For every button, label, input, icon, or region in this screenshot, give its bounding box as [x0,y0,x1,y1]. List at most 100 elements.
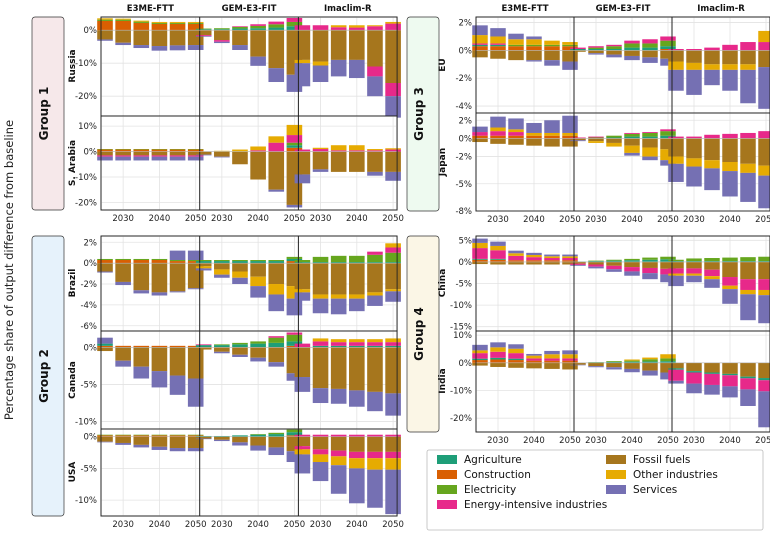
bar-segment-fossil-fuels [588,261,604,265]
bar-segment-services [97,441,113,443]
bar-segment-construction [544,260,560,262]
bar-segment-fossil-fuels [214,30,230,41]
bar-segment-agriculture [588,261,604,262]
bar-segment-fossil-fuels [758,50,770,68]
bar-segment-electricity [232,26,248,29]
bar-segment-construction [508,135,524,139]
y-tick-label: 0% [459,258,473,268]
bar-segment-agriculture [286,145,303,148]
bar-segment-other-industries [668,61,684,70]
bar-segment-energy-intensive [133,155,150,157]
bar-segment-energy-intensive [490,351,506,358]
bar-segment-services [544,254,560,257]
bar-segment-other-industries [151,21,168,23]
bar-segment-fossil-fuels [704,138,720,161]
bar-segment-services [294,174,311,184]
bar-segment-energy-intensive [624,267,640,272]
panel-frame-s-arabia [100,115,398,211]
bar-segment-services [686,275,702,283]
bar-segment-fossil-fuels [385,151,401,172]
bar-segment-fossil-fuels [250,263,266,277]
bar-segment-electricity [642,257,658,260]
bar-segment-fossil-fuels [115,347,131,361]
x-tick-label: 2050 [185,214,207,224]
bar-segment-electricity [214,28,230,30]
bar-segment-fossil-fuels [606,138,622,143]
bar-segment-energy-intensive [668,268,684,274]
bar-segment-energy-intensive [169,155,186,157]
bar-segment-fossil-fuels [195,347,212,350]
bar-segment-other-industries [367,149,383,151]
bar-segment-energy-intensive [250,150,266,152]
bar-segment-energy-intensive [286,135,303,143]
bar-segment-services [642,370,658,376]
y-tick-label: -8% [455,207,472,217]
bar-segment-agriculture [758,261,770,262]
bar-segment-electricity [286,21,303,27]
group-label: Group 3 [412,87,426,141]
y-tick-label: -10% [75,59,97,69]
x-tick-label: 2030 [683,215,705,225]
bar-segment-services [722,171,738,197]
bar-segment-energy-intensive [187,155,204,157]
bar-segment-services [704,279,720,288]
bar-segment-agriculture [570,49,586,51]
model-header: E3ME-FTT [127,4,174,14]
bar-segment-construction [97,260,113,264]
bar-segment-electricity [624,43,640,48]
bar-segment-services [624,152,640,156]
x-tick-label: 2030 [310,214,332,224]
y-tick-label: -20% [450,414,472,424]
x-tick-label: 2050 [755,436,770,446]
x-tick-label: 2030 [211,214,233,224]
bar-segment-energy-intensive [722,277,738,286]
bar-segment-services [642,273,658,280]
panel-frame-brazil [100,235,398,332]
bar-segment-fossil-fuels [660,50,676,59]
bar-segment-agriculture [330,262,347,264]
bar-segment-services [151,156,168,161]
bar-segment-electricity [606,259,622,261]
bar-segment-services [562,254,578,257]
bar-segment-services [740,172,756,202]
legend-swatch-fossil-fuels [606,455,626,464]
bar-segment-services [526,60,542,62]
x-tick-label: 2040 [719,436,741,446]
bar-segment-services [570,364,586,366]
bar-segment-electricity [286,142,303,146]
bar-segment-other-industries [312,454,329,463]
bar-segment-services [232,442,248,446]
bar-segment-agriculture [232,344,248,348]
bar-segment-construction [544,360,560,363]
bar-segment-other-industries [349,145,365,151]
x-tick-label: 2050 [382,214,404,224]
bar-segment-fossil-fuels [758,261,770,280]
bar-segment-energy-intensive [642,132,658,133]
bar-segment-energy-intensive [686,49,702,51]
bar-segment-services [312,462,329,482]
bar-segment-fossil-fuels [151,30,168,47]
bar-segment-construction [562,260,578,262]
region-label: Canada [68,361,78,399]
y-tick-label: -10% [450,386,472,396]
bar-segment-fossil-fuels [330,436,347,451]
bar-segment-other-industries [642,147,658,157]
bar-segment-construction [169,149,186,152]
bar-segment-other-industries [758,165,770,176]
bar-segment-energy-intensive [312,449,329,455]
x-tick-label: 2030 [487,436,509,446]
bar-segment-electricity [349,255,365,263]
bar-segment-construction [508,360,524,363]
bar-segment-construction [526,46,542,51]
bar-segment-electricity [286,256,303,259]
bar-segment-construction [115,435,131,437]
bar-segment-other-industries [642,357,658,360]
bar-segment-fossil-fuels [562,50,578,62]
bar-segment-electricity [606,361,622,362]
bar-segment-electricity [508,44,524,47]
bar-segment-other-industries [562,42,578,45]
bar-segment-energy-intensive [115,155,131,157]
bar-segment-electricity [660,40,676,47]
bar-segment-electricity [169,149,186,150]
bar-segment-energy-intensive [286,17,303,22]
